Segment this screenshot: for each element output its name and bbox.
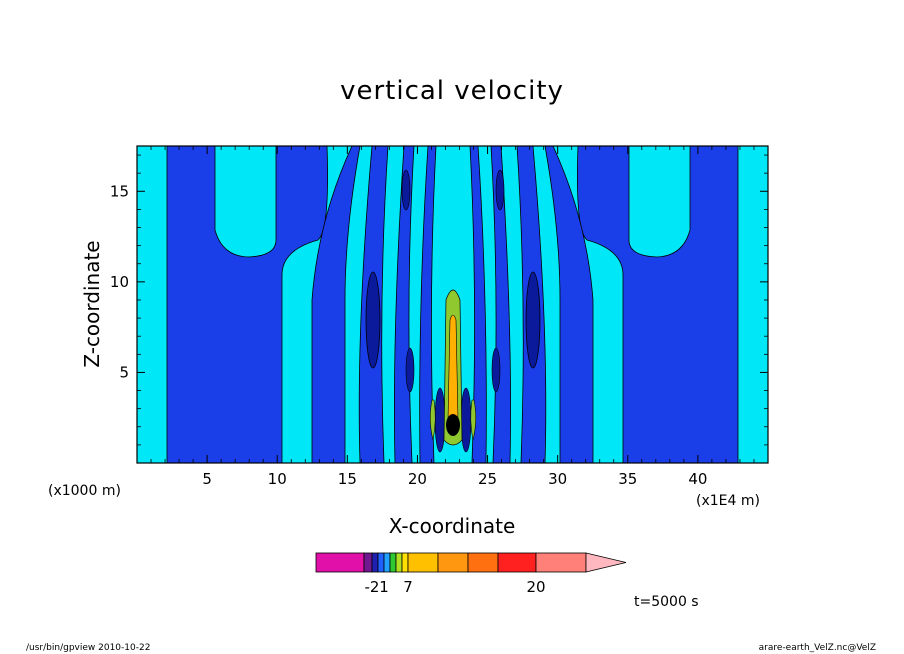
x-unit-note: (x1000 m) bbox=[48, 483, 121, 499]
cell-dark-base-right bbox=[460, 387, 472, 453]
footer-left: /usr/bin/gpview 2010-10-22 bbox=[26, 643, 151, 653]
updraft-orange bbox=[447, 314, 459, 424]
colorbar-swatch bbox=[401, 552, 409, 573]
colorbar-swatch bbox=[377, 552, 385, 573]
colorbar-label: -2 bbox=[365, 578, 380, 596]
colorbar-swatch bbox=[407, 552, 439, 573]
cell-dark-upper-left bbox=[401, 169, 411, 211]
cell-dark-left bbox=[365, 271, 381, 369]
axes: 5 10 15 20 25 30 35 40 5 10 15 bbox=[110, 146, 768, 488]
colorbar-swatch bbox=[497, 552, 537, 573]
band-inner-right bbox=[544, 146, 594, 463]
colorbar-swatch bbox=[395, 552, 403, 573]
colorbar: -2 1 7 20 bbox=[315, 552, 627, 596]
band-center-right-3 bbox=[469, 146, 487, 463]
colorbar-swatch bbox=[535, 552, 587, 573]
band-center-left-3 bbox=[419, 146, 437, 463]
footer-right: arare-earth_VelZ.nc@VelZ bbox=[758, 643, 876, 653]
x-scale-note: (x1E4 m) bbox=[696, 493, 760, 509]
colorbar-swatch bbox=[467, 552, 499, 573]
colorbar-swatch bbox=[389, 552, 397, 573]
y-tick-label: 15 bbox=[110, 182, 129, 200]
updraft-side-left bbox=[429, 399, 436, 441]
x-tick-label: 40 bbox=[688, 470, 707, 488]
x-tick-label: 10 bbox=[268, 470, 287, 488]
colorbar-label: 7 bbox=[403, 578, 413, 596]
colorbar-swatch bbox=[437, 552, 469, 573]
y-tick-label: 5 bbox=[119, 363, 129, 381]
x-tick-label: 35 bbox=[618, 470, 637, 488]
cell-dark-right bbox=[525, 271, 541, 369]
updraft-core bbox=[446, 414, 460, 436]
time-annotation: t=5000 s bbox=[634, 594, 699, 610]
contour-field bbox=[137, 146, 768, 463]
x-tick-label: 25 bbox=[478, 470, 497, 488]
x-tick-label: 5 bbox=[202, 470, 212, 488]
band-inner-left bbox=[311, 146, 361, 463]
cell-dark-lower-right bbox=[491, 347, 501, 393]
updraft-side-right bbox=[470, 399, 477, 441]
colorbar-swatch bbox=[363, 552, 373, 573]
colorbar-arrow bbox=[585, 552, 627, 573]
x-tick-label: 20 bbox=[408, 470, 427, 488]
colorbar-label: 1 bbox=[379, 578, 389, 596]
x-tick-label: 15 bbox=[338, 470, 357, 488]
plot-frame bbox=[136, 145, 769, 464]
chart-title: vertical velocity bbox=[340, 76, 564, 106]
cell-dark-upper-right bbox=[495, 169, 505, 211]
colorbar-label: 20 bbox=[526, 578, 545, 596]
colorbar-swatch bbox=[383, 552, 391, 573]
colorbar-swatch bbox=[315, 552, 365, 573]
x-tick-label: 30 bbox=[548, 470, 567, 488]
x-axis-label: X-coordinate bbox=[388, 514, 516, 538]
colorbar-swatch bbox=[371, 552, 379, 573]
y-tick-label: 10 bbox=[110, 273, 129, 291]
cell-dark-lower-left bbox=[405, 347, 415, 393]
cell-dark-base-left bbox=[434, 387, 446, 453]
